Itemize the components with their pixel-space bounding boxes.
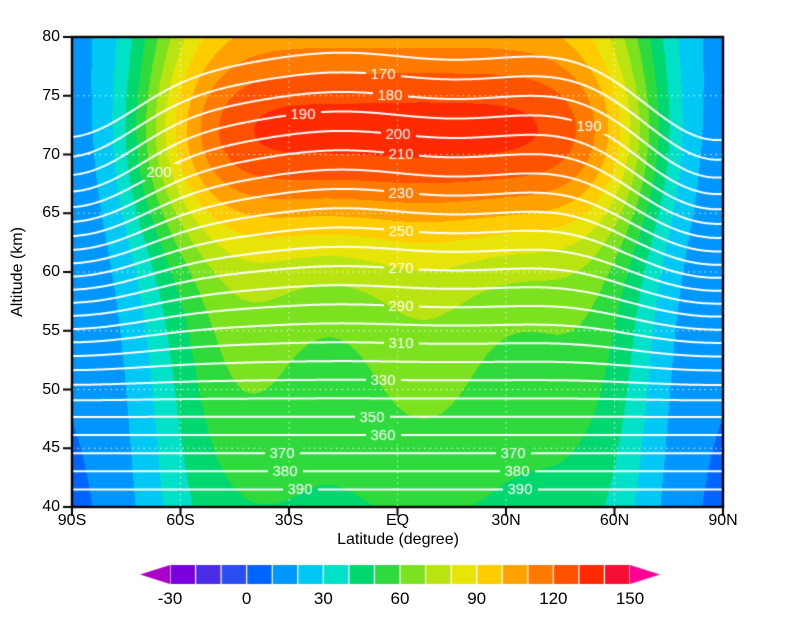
y-tick-label: 65 [42, 204, 60, 222]
y-tick-label: 50 [42, 380, 60, 398]
y-tick-label: 55 [42, 321, 60, 339]
x-tick-label: 60S [166, 512, 195, 529]
y-axis-title: Altitude (km) [9, 227, 26, 317]
colorbar-tick-label: 150 [615, 589, 645, 608]
x-tick-label: 30N [491, 512, 521, 529]
y-tick-label: 75 [42, 86, 60, 104]
y-tick-label: 60 [42, 263, 60, 280]
y-tick-label: 45 [42, 439, 60, 457]
x-tick-label: 90S [57, 512, 87, 529]
x-tick-label: EQ [385, 512, 410, 529]
colorbar-tick-label: 120 [539, 589, 568, 608]
x-tick-label: 60N [599, 512, 630, 529]
x-axis-title: Latitude (degree) [337, 531, 459, 548]
y-tick-label: 80 [42, 28, 60, 45]
colorbar-tick-label: 60 [390, 589, 410, 608]
x-tick-label: 90N [708, 512, 738, 529]
y-tick-label: 40 [42, 498, 60, 515]
colorbar-tick-label: 90 [467, 589, 487, 608]
x-tick-label: 30S [274, 512, 304, 529]
colorbar-tick-label: -30 [157, 589, 183, 608]
y-tick-label: 70 [42, 145, 60, 163]
colorbar-tick-label: 0 [241, 589, 252, 608]
colorbar-tick-label: 30 [313, 589, 333, 608]
